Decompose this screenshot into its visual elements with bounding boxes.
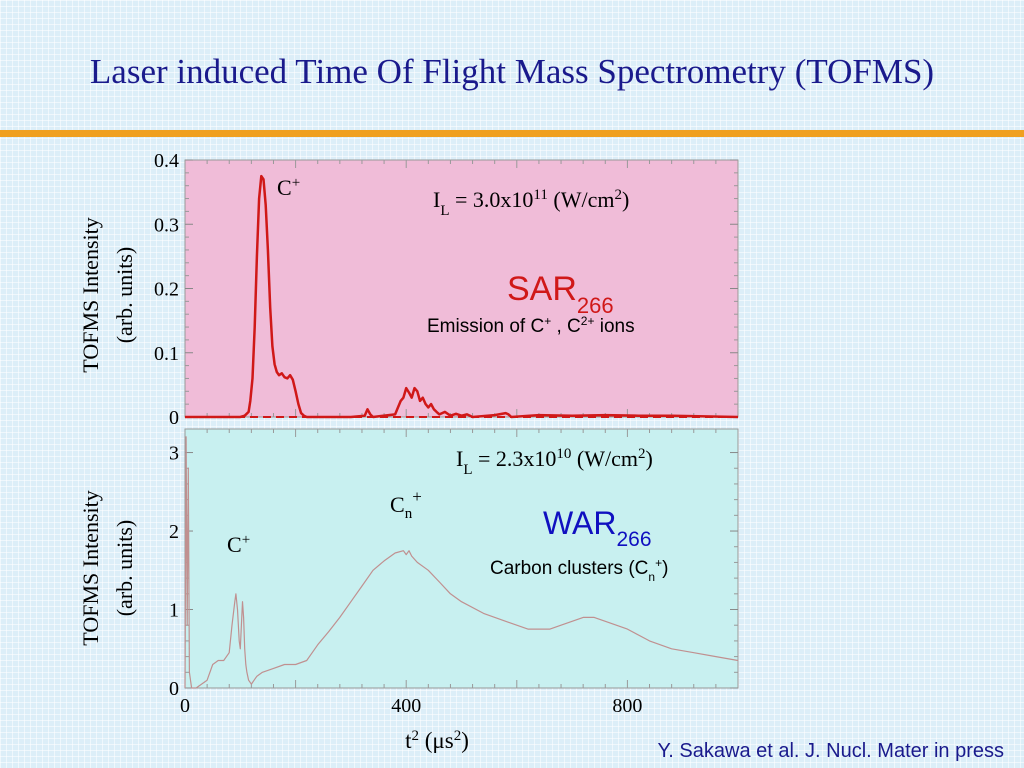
top-ylabel-line1: TOFMS Intensity	[78, 217, 103, 372]
bottom-ytick-label: 1	[169, 600, 179, 622]
bottom-ytick-label: 3	[169, 443, 179, 465]
bottom-series-line	[184, 436, 739, 689]
bottom-c-annotation: C+	[227, 532, 250, 557]
top-intensity-label: IL = 3.0x1011 (W/cm2)	[433, 187, 629, 219]
bottom-cn-annotation: Cn+	[390, 487, 422, 522]
top-ytick-label: 0	[169, 407, 179, 429]
title-divider	[0, 130, 1024, 137]
tick-labels: 0 0.1 0.2 0.3 0.4 0 1 2 3 0 400 800	[154, 150, 642, 717]
top-ytick-label: 0.2	[154, 279, 179, 301]
bottom-xtick-label: 0	[180, 695, 190, 717]
bottom-xtick-label: 800	[612, 695, 642, 717]
bottom-ylabel-line2: (arb. units)	[112, 520, 137, 617]
top-sar-label: SAR266	[507, 270, 614, 318]
top-ylabel-line2: (arb. units)	[112, 247, 137, 344]
bottom-war-label: WAR266	[543, 505, 652, 551]
x-axis-label: t2 (μs2)	[405, 728, 469, 753]
top-series-line	[185, 174, 739, 419]
top-ytick-label: 0.3	[154, 214, 179, 236]
bottom-intensity-label: IL = 2.3x1010 (W/cm2)	[456, 446, 653, 478]
top-description: Emission of C+ , C2+ ions	[427, 314, 635, 337]
top-ytick-label: 0.1	[154, 343, 179, 365]
citation: Y. Sakawa et al. J. Nucl. Mater in press	[657, 740, 1004, 762]
top-ytick-label: 0.4	[154, 150, 179, 172]
bottom-xtick-label: 400	[391, 695, 421, 717]
bottom-description: Carbon clusters (Cn+)	[490, 556, 668, 584]
bottom-ytick-label: 2	[169, 521, 179, 543]
bottom-ytick-label: 0	[169, 678, 179, 700]
top-peak-annotation: C+	[277, 175, 300, 200]
bottom-panel-background	[184, 428, 739, 689]
bottom-ylabel-line1: TOFMS Intensity	[78, 490, 103, 645]
slide-title: Laser induced Time Of Flight Mass Spectr…	[89, 52, 935, 91]
